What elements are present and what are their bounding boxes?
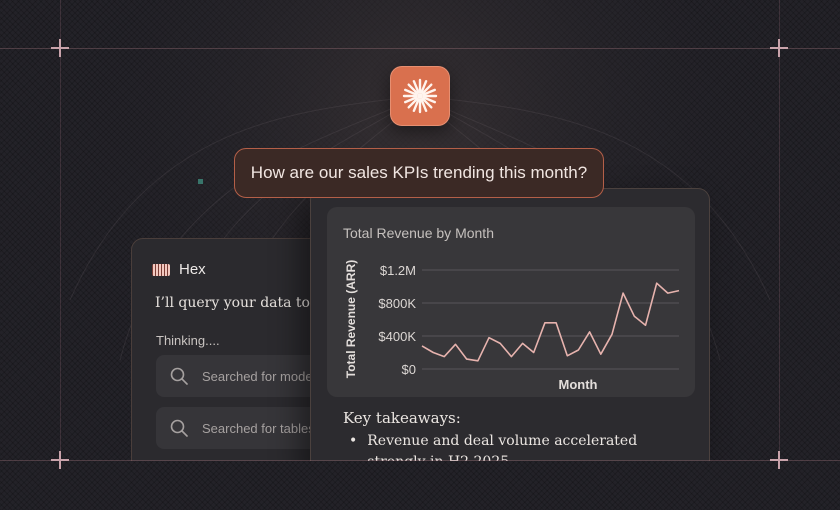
thinking-status: Thinking....: [156, 333, 220, 348]
revenue-line-chart: $0 $400K $800K $1.2M Total Revenue (ARR) Mont…: [344, 260, 680, 392]
assistant-message: I’ll query your data to g: [155, 295, 324, 311]
starburst-ray: [420, 98, 428, 112]
y-tick-label: $0: [402, 362, 416, 377]
y-tick-label: $400K: [378, 329, 416, 344]
bottom-fade: [0, 461, 840, 510]
starburst-ray: [420, 80, 428, 94]
app-name: Hex: [179, 261, 206, 278]
takeaways-heading: Key takeaways:: [343, 409, 461, 427]
search-step-label: Searched for model: [202, 368, 316, 384]
prompt-bubble: How are our sales KPIs trending this mon…: [234, 148, 604, 198]
crosshair-icon: [51, 451, 69, 469]
search-icon: [170, 367, 188, 385]
y-tick-label: $1.2M: [380, 263, 416, 278]
starburst-ray: [404, 96, 418, 104]
x-axis-label: Month: [559, 377, 598, 392]
frame-guide-bottom: [0, 460, 840, 461]
y-tick-label: $800K: [378, 296, 416, 311]
starburst-ray: [407, 83, 419, 95]
starburst-icon: [402, 78, 438, 114]
bullet-dot: •: [349, 433, 358, 449]
revenue-series-line: [421, 282, 680, 362]
starburst-ray: [407, 97, 419, 109]
panel-header: Hex: [152, 261, 206, 278]
frame-guide-left: [60, 0, 61, 510]
starburst-ray: [422, 96, 436, 104]
crosshair-icon: [770, 451, 788, 469]
starburst-ray: [412, 98, 420, 112]
crosshair-icon: [770, 39, 788, 57]
frame-guide-right: [779, 0, 780, 510]
starburst-ray: [421, 97, 433, 109]
chart-card: Total Revenue by Month $0 $400K $800K $1.2M…: [310, 188, 710, 478]
app-logo: [390, 66, 450, 126]
search-icon: [170, 419, 188, 437]
chart-title: Total Revenue by Month: [343, 225, 494, 241]
frame-guide-top: [0, 48, 840, 49]
starburst-ray: [422, 88, 436, 96]
crosshair-icon: [51, 39, 69, 57]
starburst-ray: [412, 80, 420, 94]
y-axis-label: Total Revenue (ARR): [344, 260, 358, 378]
search-step-label: Searched for tables: [202, 420, 315, 436]
hex-logo-icon: [152, 263, 170, 276]
starburst-ray: [404, 88, 418, 96]
chart-panel: Total Revenue by Month $0 $400K $800K $1.2M…: [327, 207, 695, 397]
starburst-ray: [421, 83, 433, 95]
